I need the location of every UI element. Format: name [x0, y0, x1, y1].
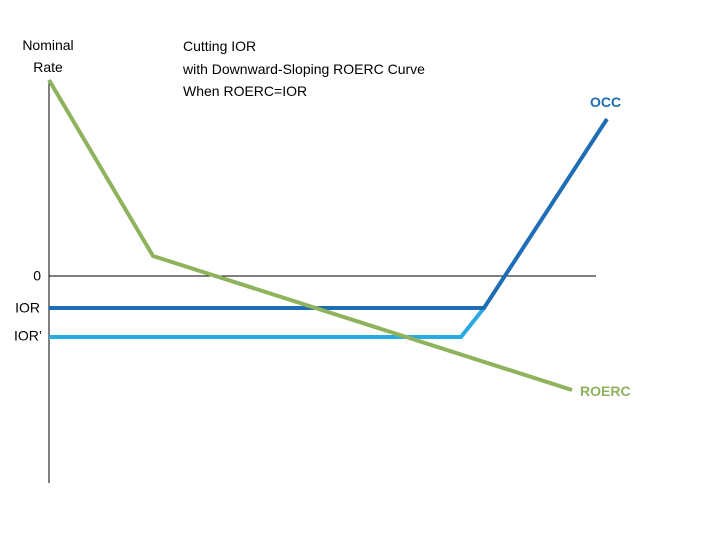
occ-label: OCC — [590, 94, 621, 110]
roerc-label: ROERC — [580, 383, 631, 399]
title: with Downward-Sloping ROERC Curve — [182, 61, 425, 77]
y-axis-label: Nominal — [22, 37, 73, 53]
y-axis-label: Rate — [33, 59, 63, 75]
title: Cutting IOR — [183, 38, 256, 54]
title: When ROERC=IOR — [183, 83, 307, 99]
ior-prime-curve — [49, 306, 486, 339]
roerc-curve — [47, 78, 573, 392]
occ-curve — [49, 117, 609, 310]
ior-label: IOR — [15, 300, 40, 316]
ior-prime-label: IOR’ — [14, 328, 42, 344]
zero-label: 0 — [33, 268, 41, 284]
